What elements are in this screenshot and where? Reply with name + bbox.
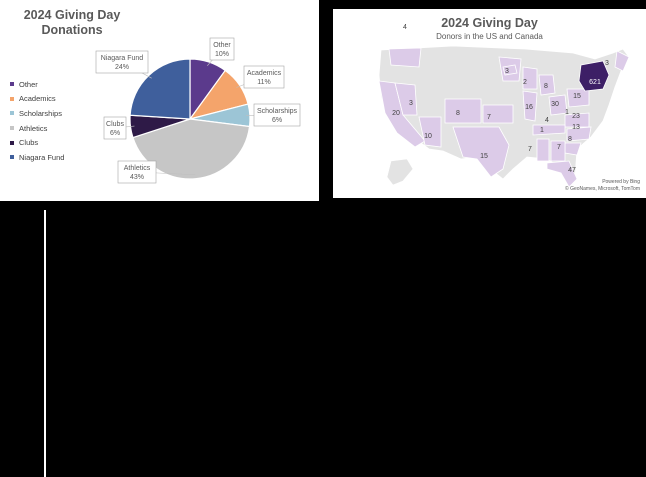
state-al (536, 138, 550, 162)
map-region-value-label: 20 (392, 110, 400, 117)
map-region-value-label: 23 (572, 113, 580, 120)
state-co (444, 98, 482, 124)
state-me (614, 50, 630, 72)
map-region-value-label: 47 (568, 167, 576, 174)
map-region-value-label: 3 (605, 60, 609, 67)
legend-item: Scholarships (10, 106, 64, 121)
pie-data-label-box (243, 65, 285, 89)
map-region-value-label: 2 (523, 79, 527, 86)
map-region-value-label: 16 (525, 104, 533, 111)
map-region-value-label: 8 (568, 136, 572, 143)
state-ny (578, 60, 610, 92)
state-il (522, 90, 538, 122)
state-fl (546, 160, 578, 188)
pie-data-label-name: Clubs (106, 121, 124, 128)
legend-label: Niagara Fund (19, 152, 65, 162)
state-mi (538, 74, 556, 96)
map-region-value-label: 621 (589, 79, 601, 86)
map-region-value-label: 10 (424, 133, 432, 140)
map-region-value-label: 7 (528, 146, 532, 153)
legend-swatch (10, 126, 14, 131)
map-region-value-label: 7 (487, 114, 491, 121)
map-region-value-label: 4 (403, 24, 407, 31)
pie-data-label-box (103, 116, 127, 140)
legend-swatch (10, 96, 14, 101)
map-region-value-label: 3 (505, 68, 509, 75)
legend-swatch (10, 82, 14, 87)
state-az (418, 116, 442, 148)
pie-data-label-box (117, 160, 157, 184)
pie-slice-niagara-fund (129, 58, 191, 120)
state-tn (532, 124, 566, 136)
pie-data-label-percent: 11% (257, 79, 271, 86)
map-region-value-label: 30 (551, 101, 559, 108)
pie-data-label-name: Niagara Fund (101, 55, 144, 62)
map-region-value-label: 4 (545, 117, 549, 124)
state-oh (548, 94, 568, 116)
pie-data-label-percent: 10% (215, 51, 229, 58)
legend-label: Academics (19, 94, 56, 104)
pie-chart-panel: 2024 Giving Day Donations Other Academics… (0, 0, 319, 201)
legend-swatch (10, 111, 14, 116)
map-chart-subtitle: Donors in the US and Canada (436, 32, 543, 41)
pie-data-label-percent: 6% (110, 130, 120, 137)
legend-item: Athletics (10, 121, 64, 136)
map-region-value-label: 13 (572, 124, 580, 131)
pie-chart-plot: Other 10% Academics 11% Scholarships 6% Athlet… (95, 37, 301, 184)
state-tx (452, 126, 510, 178)
state-wi (522, 66, 538, 90)
legend-label: Clubs (19, 138, 39, 148)
map-region-value-label: 15 (573, 93, 581, 100)
alaska-shape (386, 158, 414, 186)
map-region-value-label: 1 (540, 127, 544, 134)
map-region-value-label: 8 (544, 83, 548, 90)
pie-data-label-name: Academics (247, 70, 282, 77)
divider-line (44, 210, 46, 477)
pie-data-label-name: Other (213, 42, 231, 49)
state-sc (564, 142, 582, 156)
map-chart-panel: 2024 Giving Day Donors in the US and Can… (333, 9, 646, 198)
map-credit-copyright: © GeoNames, Microsoft, TomTom (565, 186, 640, 192)
pie-legend: Other Academics Scholarships Athletics Clubs… (10, 77, 64, 165)
pie-data-label-box (95, 50, 149, 74)
map-region-value-label: 15 (480, 153, 488, 160)
map-chart-title: 2024 Giving Day (441, 16, 538, 30)
pie-data-label-percent: 43% (130, 174, 144, 181)
pie-data-label-box (253, 103, 301, 127)
pie-data-label-box (209, 37, 235, 61)
map-region-value-label: 8 (456, 110, 460, 117)
legend-swatch (10, 140, 14, 145)
map-credit-powered: Powered by Bing (602, 179, 640, 185)
legend-label: Scholarships (19, 108, 62, 118)
state-nc (566, 126, 592, 142)
legend-item: Niagara Fund (10, 150, 64, 165)
map-region-value-label: 3 (409, 100, 413, 107)
pie-data-label-percent: 24% (115, 64, 129, 71)
state-pa (566, 88, 590, 108)
legend-item: Other (10, 77, 64, 92)
pie-data-label-name: Athletics (124, 165, 151, 172)
state-ks (482, 104, 514, 124)
pie-slice-athletics (132, 118, 251, 180)
legend-item: Clubs (10, 135, 64, 150)
state-ne-corner (502, 64, 518, 76)
pie-data-label-percent: 6% (272, 117, 282, 124)
map-region-value-label: 7 (557, 144, 561, 151)
legend-label: Athletics (19, 123, 48, 133)
legend-item: Academics (10, 92, 64, 107)
legend-swatch (10, 155, 14, 160)
legend-label: Other (19, 79, 38, 89)
state-wa (388, 47, 422, 68)
map-region-value-label: 1 (565, 109, 569, 116)
state-nv (394, 82, 418, 116)
pie-chart-title: 2024 Giving Day Donations (23, 8, 121, 37)
pie-data-label-name: Scholarships (257, 108, 298, 115)
